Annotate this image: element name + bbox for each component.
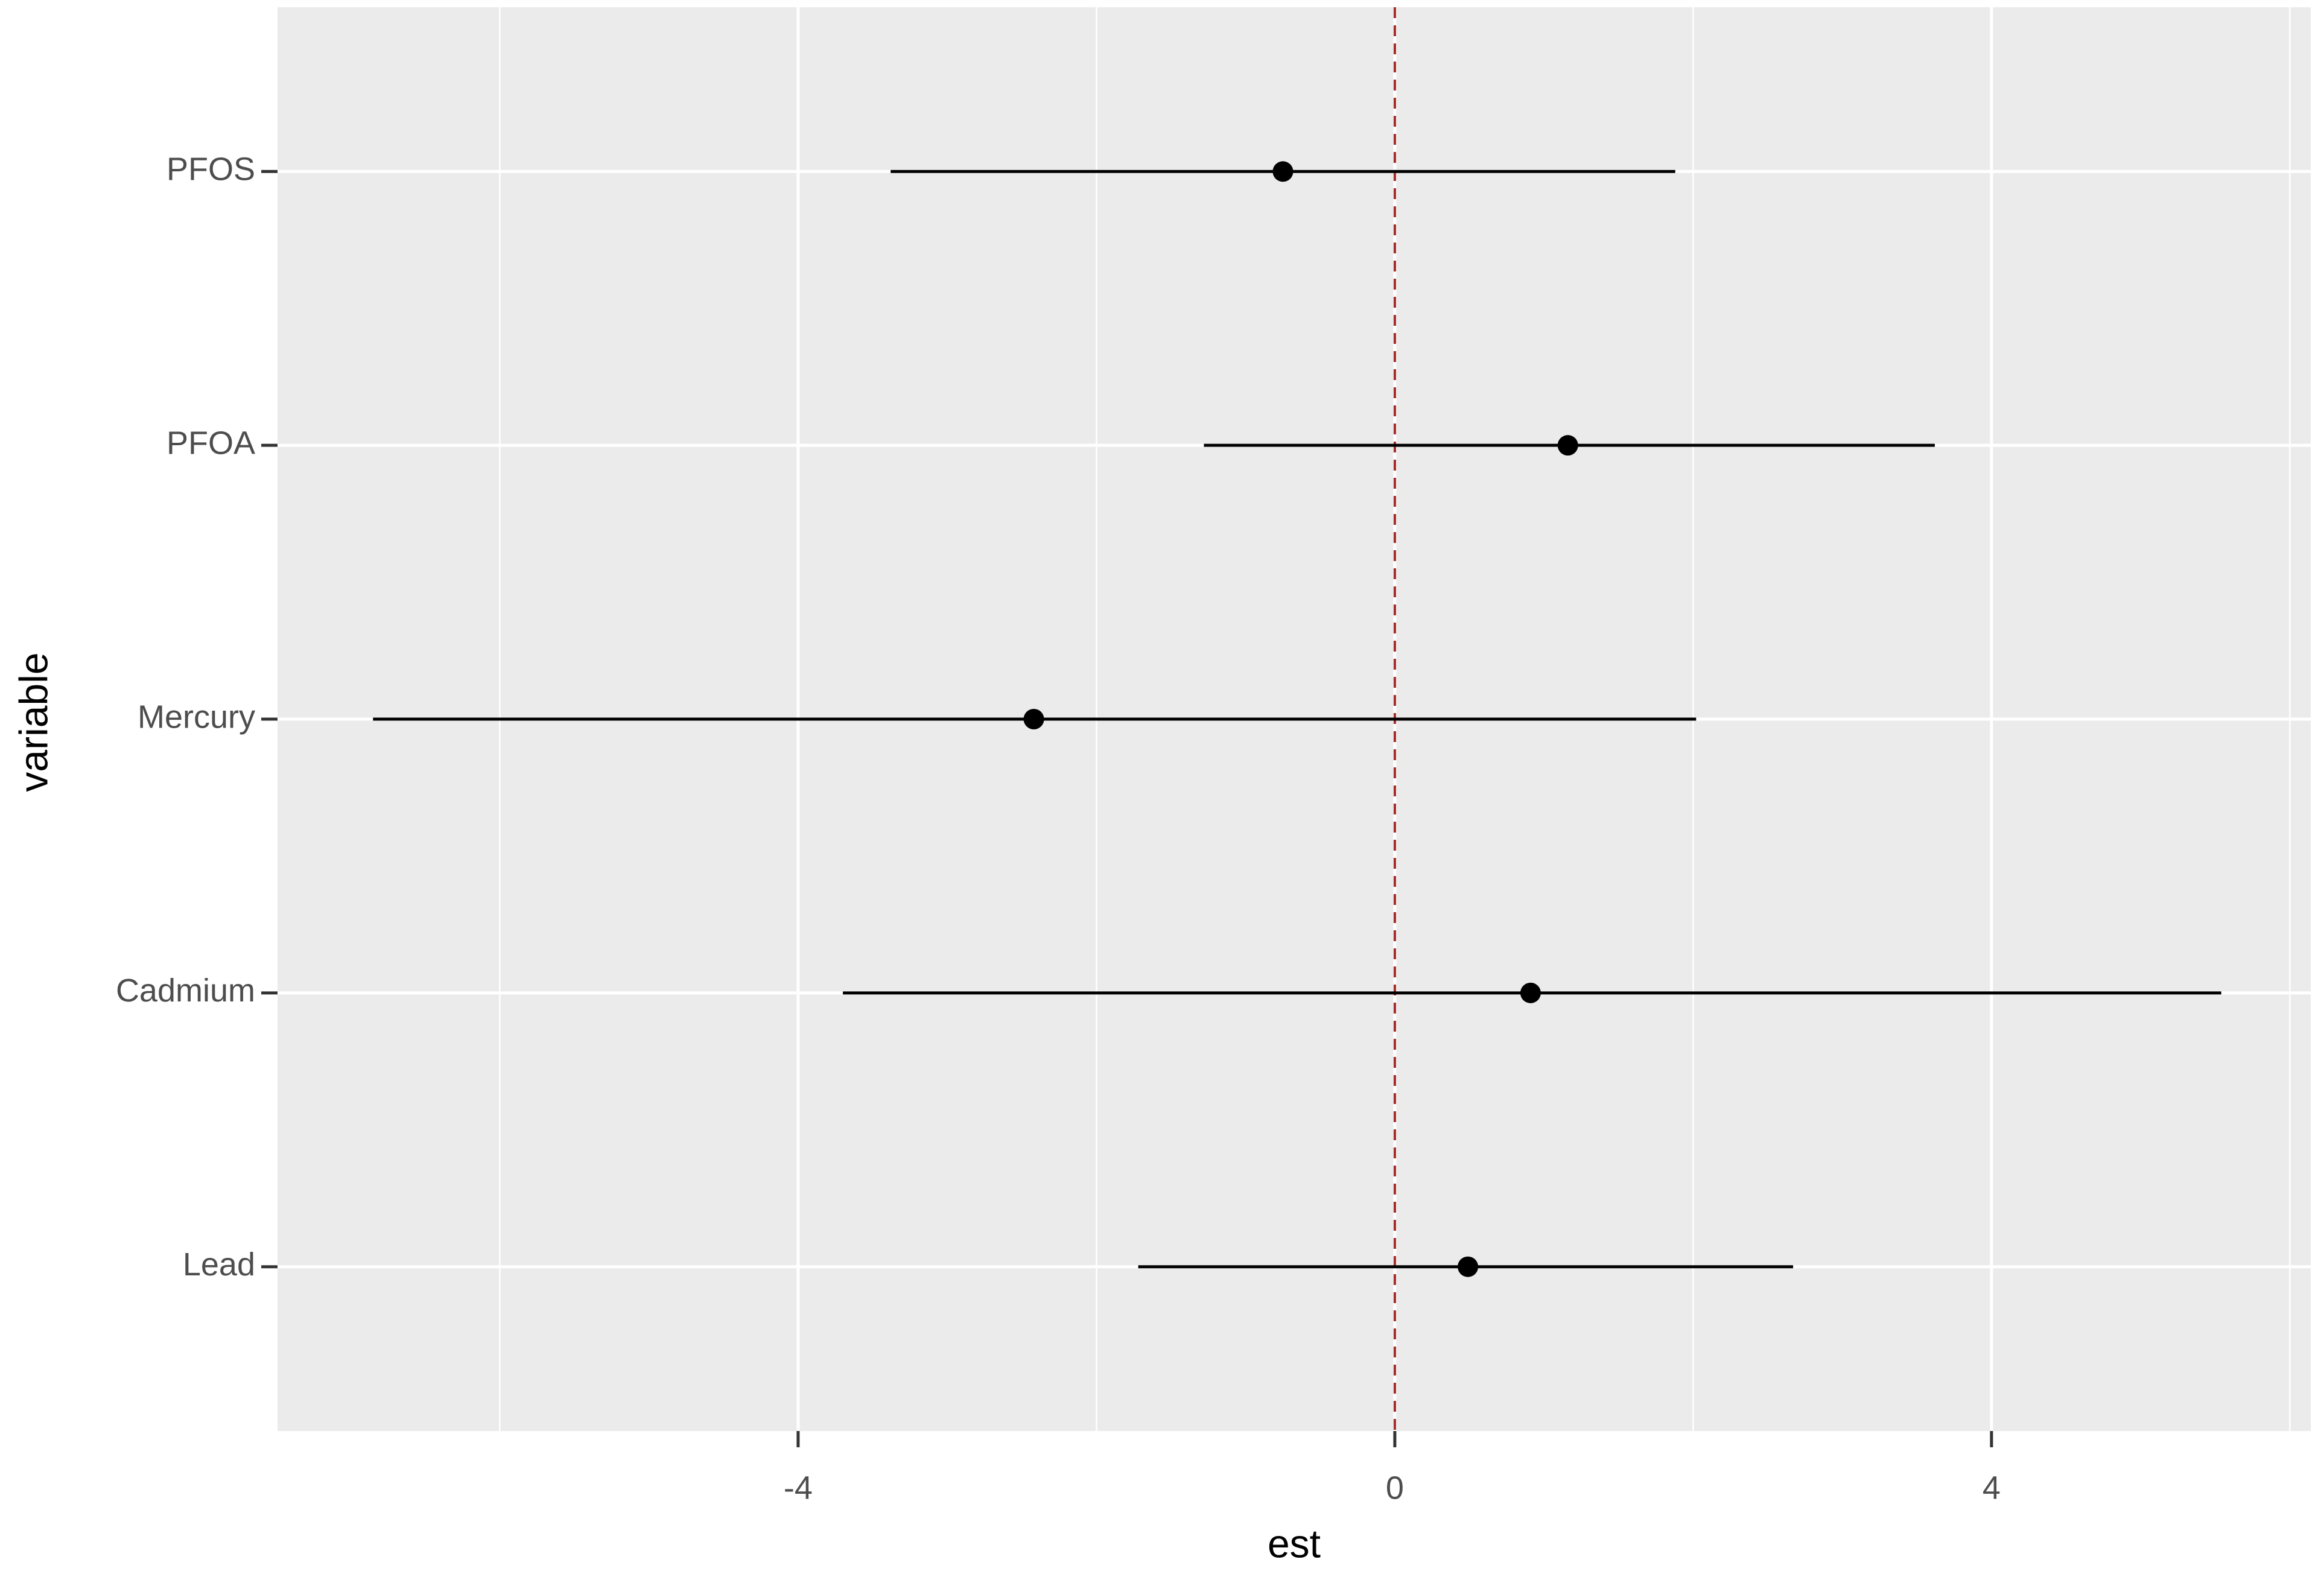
point xyxy=(1272,161,1294,182)
x-tick-label: -4 xyxy=(784,1470,813,1506)
point xyxy=(1520,982,1541,1003)
point xyxy=(1557,435,1578,456)
y-tick-label: Mercury xyxy=(138,699,255,735)
y-tick-label: Lead xyxy=(183,1246,255,1283)
point xyxy=(1023,709,1044,729)
y-axis-title: variable xyxy=(11,652,56,792)
x-tick-label: 4 xyxy=(1983,1470,2001,1506)
y-tick-label: PFOS xyxy=(167,151,255,188)
x-tick-label: 0 xyxy=(1386,1470,1404,1506)
y-tick-label: Cadmium xyxy=(116,973,255,1009)
point xyxy=(1458,1256,1479,1277)
x-axis-title: est xyxy=(1268,1521,1321,1566)
y-tick-label: PFOA xyxy=(167,425,255,461)
